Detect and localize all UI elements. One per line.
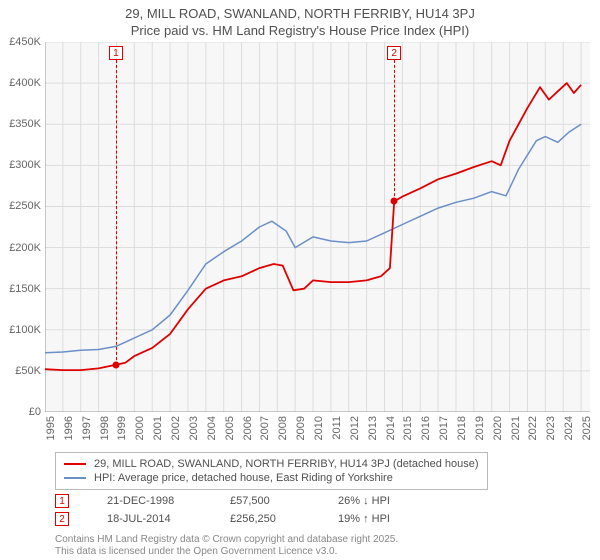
x-tick-label: 1999	[116, 416, 128, 440]
footnote-line: Contains HM Land Registry data © Crown c…	[55, 534, 398, 546]
marker-row: 2 18-JUL-2014 £256,250 19% ↑ HPI	[55, 510, 390, 528]
legend-row: 29, MILL ROAD, SWANLAND, NORTH FERRIBY, …	[64, 457, 479, 471]
y-tick-label: £400K	[9, 77, 41, 89]
x-tick-label: 2001	[152, 416, 164, 440]
x-tick-label: 2015	[402, 416, 414, 440]
x-tick-label: 2025	[581, 416, 593, 440]
marker-date: 21-DEC-1998	[107, 495, 192, 507]
marker-price: £57,500	[230, 495, 300, 507]
legend-label: 29, MILL ROAD, SWANLAND, NORTH FERRIBY, …	[94, 458, 479, 470]
chart-container: 29, MILL ROAD, SWANLAND, NORTH FERRIBY, …	[0, 0, 600, 560]
y-tick-label: £250K	[9, 200, 41, 212]
x-tick-label: 2007	[259, 416, 271, 440]
footnote: Contains HM Land Registry data © Crown c…	[55, 534, 398, 558]
x-tick-label: 2008	[277, 416, 289, 440]
x-tick-label: 2009	[295, 416, 307, 440]
y-axis: £0£50K£100K£150K£200K£250K£300K£350K£400…	[0, 42, 45, 412]
x-tick-label: 2020	[492, 416, 504, 440]
legend-swatch	[64, 477, 86, 479]
y-tick-label: £100K	[9, 324, 41, 336]
y-tick-label: £200K	[9, 242, 41, 254]
marker-guide-line	[394, 60, 395, 201]
y-tick-label: £450K	[9, 36, 41, 48]
marker-delta: 26% ↓ HPI	[338, 495, 390, 507]
x-tick-label: 2012	[349, 416, 361, 440]
marker-badge: 1	[55, 494, 69, 508]
title-line-2: Price paid vs. HM Land Registry's House …	[0, 23, 600, 40]
x-tick-label: 2002	[170, 416, 182, 440]
y-tick-label: £0	[29, 406, 41, 418]
footnote-line: This data is licensed under the Open Gov…	[55, 546, 398, 558]
chart-title: 29, MILL ROAD, SWANLAND, NORTH FERRIBY, …	[0, 0, 600, 40]
x-axis: 1995 1996 1997 1998 1999 2000 2001 2002 2003 2004…	[45, 412, 590, 452]
x-tick-label: 2006	[242, 416, 254, 440]
x-tick-label: 2014	[385, 416, 397, 440]
title-line-1: 29, MILL ROAD, SWANLAND, NORTH FERRIBY, …	[0, 6, 600, 23]
x-tick-label: 1996	[63, 416, 75, 440]
plot-svg	[45, 42, 590, 412]
marker-row: 1 21-DEC-1998 £57,500 26% ↓ HPI	[55, 492, 390, 510]
marker-date: 18-JUL-2014	[107, 513, 192, 525]
plot-area: 12	[45, 42, 590, 412]
x-tick-label: 2004	[206, 416, 218, 440]
marker-callout: 1	[109, 46, 123, 60]
x-tick-label: 2003	[188, 416, 200, 440]
marker-guide-line	[116, 60, 117, 365]
marker-dot	[391, 198, 398, 205]
x-tick-label: 2018	[456, 416, 468, 440]
legend-label: HPI: Average price, detached house, East…	[94, 472, 393, 484]
marker-delta: 19% ↑ HPI	[338, 513, 390, 525]
marker-table: 1 21-DEC-1998 £57,500 26% ↓ HPI 2 18-JUL…	[55, 492, 390, 528]
x-tick-label: 2000	[134, 416, 146, 440]
y-tick-label: £150K	[9, 283, 41, 295]
legend: 29, MILL ROAD, SWANLAND, NORTH FERRIBY, …	[55, 452, 488, 490]
x-tick-label: 2005	[224, 416, 236, 440]
x-tick-label: 2010	[313, 416, 325, 440]
marker-price: £256,250	[230, 513, 300, 525]
marker-dot	[112, 361, 119, 368]
x-tick-label: 2011	[331, 416, 343, 440]
x-tick-label: 1998	[99, 416, 111, 440]
x-tick-label: 2023	[545, 416, 557, 440]
y-tick-label: £300K	[9, 159, 41, 171]
x-tick-label: 2019	[474, 416, 486, 440]
x-tick-label: 1995	[45, 416, 57, 440]
marker-badge: 2	[55, 512, 69, 526]
x-tick-label: 2013	[367, 416, 379, 440]
legend-swatch	[64, 463, 86, 465]
x-tick-label: 2024	[563, 416, 575, 440]
x-tick-label: 1997	[81, 416, 93, 440]
x-tick-label: 2017	[438, 416, 450, 440]
x-tick-label: 2021	[510, 416, 522, 440]
x-tick-label: 2022	[527, 416, 539, 440]
legend-row: HPI: Average price, detached house, East…	[64, 471, 479, 485]
x-tick-label: 2016	[420, 416, 432, 440]
y-tick-label: £350K	[9, 118, 41, 130]
y-tick-label: £50K	[15, 365, 41, 377]
marker-callout: 2	[387, 46, 401, 60]
